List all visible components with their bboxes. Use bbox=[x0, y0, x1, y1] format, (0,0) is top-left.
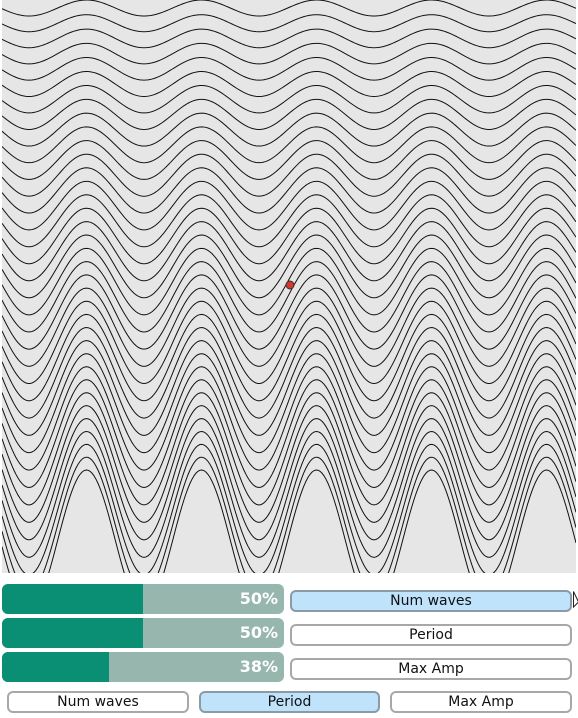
slider-percent: 50% bbox=[239, 623, 278, 642]
wave-line bbox=[2, 14, 576, 33]
wave-line bbox=[2, 71, 576, 97]
wave-line bbox=[2, 140, 576, 180]
wave-line bbox=[2, 167, 576, 214]
slider-percent: 38% bbox=[239, 657, 278, 676]
slider-fill bbox=[2, 652, 110, 682]
slider-label-period[interactable]: Period bbox=[290, 624, 572, 646]
wave-line bbox=[2, 405, 576, 523]
wave-line bbox=[2, 42, 576, 65]
wave-line bbox=[2, 112, 576, 147]
wave-line bbox=[2, 379, 576, 488]
wave-line bbox=[2, 180, 576, 231]
wave-line bbox=[2, 28, 576, 49]
wave-line bbox=[2, 366, 576, 471]
wave-line bbox=[2, 430, 576, 558]
slider-percent: 50% bbox=[239, 589, 278, 608]
mode-button-period[interactable]: Period bbox=[199, 691, 380, 713]
slider-fill bbox=[2, 618, 143, 648]
wave-line bbox=[2, 274, 576, 350]
period-slider[interactable]: 50% bbox=[2, 618, 284, 648]
wave-line bbox=[2, 340, 576, 436]
wave-line bbox=[2, 261, 576, 333]
wave-line bbox=[2, 443, 576, 573]
wave-line bbox=[2, 392, 576, 506]
wave-line bbox=[2, 353, 576, 454]
wave-line bbox=[2, 300, 576, 385]
wave-line bbox=[2, 247, 576, 316]
mode-button-num-waves[interactable]: Num waves bbox=[7, 691, 189, 713]
wave-line bbox=[2, 153, 576, 197]
wave-line bbox=[2, 84, 576, 114]
wave-line bbox=[2, 456, 576, 573]
wave-line bbox=[2, 0, 576, 17]
mouse-cursor-icon bbox=[573, 591, 578, 609]
slider-label-max-amp[interactable]: Max Amp bbox=[290, 658, 572, 680]
wave-line bbox=[2, 418, 576, 541]
num-waves-slider[interactable]: 50% bbox=[2, 584, 284, 614]
wave-line bbox=[2, 469, 576, 573]
marker-point[interactable] bbox=[285, 280, 295, 290]
wave-line bbox=[2, 126, 576, 164]
wave-lines bbox=[2, 0, 576, 573]
slider-fill bbox=[2, 584, 143, 614]
wave-line bbox=[2, 287, 576, 367]
slider-label-num-waves[interactable]: Num waves bbox=[290, 590, 572, 612]
wave-line bbox=[2, 234, 576, 299]
max-amp-slider[interactable]: 38% bbox=[2, 652, 284, 682]
wave-line bbox=[2, 98, 576, 130]
wave-line bbox=[2, 194, 576, 248]
wave-canvas[interactable] bbox=[2, 0, 576, 573]
mode-button-max-amp[interactable]: Max Amp bbox=[390, 691, 572, 713]
wave-line bbox=[2, 56, 576, 81]
wave-line bbox=[2, 313, 576, 402]
wave-line bbox=[2, 207, 576, 265]
wave-line bbox=[2, 221, 576, 282]
wave-line bbox=[2, 327, 576, 419]
